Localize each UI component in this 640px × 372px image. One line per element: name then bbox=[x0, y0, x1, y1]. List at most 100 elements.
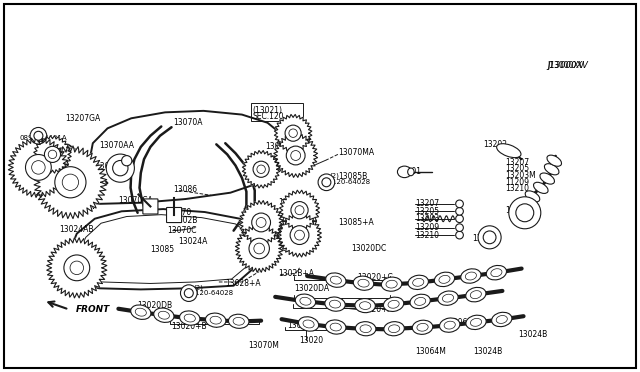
Polygon shape bbox=[8, 137, 68, 198]
Text: 13024B: 13024B bbox=[518, 330, 548, 339]
Ellipse shape bbox=[461, 269, 481, 283]
Bar bbox=[251, 103, 303, 122]
Ellipse shape bbox=[415, 298, 426, 305]
Ellipse shape bbox=[358, 279, 369, 287]
Circle shape bbox=[55, 167, 86, 198]
Text: 13020DC: 13020DC bbox=[351, 244, 386, 253]
Text: 13028+A: 13028+A bbox=[225, 279, 261, 288]
Ellipse shape bbox=[330, 300, 340, 308]
Ellipse shape bbox=[300, 297, 311, 305]
Text: 13024: 13024 bbox=[278, 198, 303, 207]
Ellipse shape bbox=[547, 155, 561, 166]
Text: 13086: 13086 bbox=[173, 185, 197, 194]
Polygon shape bbox=[274, 134, 317, 177]
Polygon shape bbox=[34, 146, 107, 219]
Text: 13085B: 13085B bbox=[338, 172, 367, 181]
Text: 13210: 13210 bbox=[415, 231, 439, 240]
Text: 13024AB: 13024AB bbox=[266, 155, 300, 164]
Text: J13000XV: J13000XV bbox=[547, 61, 588, 70]
Text: 13020: 13020 bbox=[300, 336, 324, 345]
Polygon shape bbox=[236, 225, 283, 272]
Ellipse shape bbox=[233, 317, 244, 325]
Circle shape bbox=[26, 154, 51, 180]
Ellipse shape bbox=[534, 182, 548, 193]
Circle shape bbox=[456, 231, 463, 239]
Text: 13070CA: 13070CA bbox=[118, 196, 153, 205]
Circle shape bbox=[30, 128, 47, 144]
Ellipse shape bbox=[466, 288, 486, 302]
Text: 08120-64028: 08120-64028 bbox=[323, 179, 371, 185]
Text: 13024AB: 13024AB bbox=[266, 142, 300, 151]
Text: 13024A: 13024A bbox=[178, 237, 207, 246]
Text: 13020+B: 13020+B bbox=[172, 322, 207, 331]
FancyBboxPatch shape bbox=[143, 199, 158, 214]
Ellipse shape bbox=[470, 291, 481, 299]
Text: 13024B: 13024B bbox=[474, 347, 503, 356]
Circle shape bbox=[122, 155, 132, 166]
Text: 13210: 13210 bbox=[506, 185, 529, 193]
Polygon shape bbox=[34, 136, 71, 173]
Ellipse shape bbox=[417, 323, 428, 331]
Text: 13020+C: 13020+C bbox=[357, 273, 393, 282]
Text: 13025: 13025 bbox=[268, 244, 292, 253]
Ellipse shape bbox=[154, 308, 174, 323]
Circle shape bbox=[478, 226, 501, 249]
Text: 13231: 13231 bbox=[506, 206, 529, 215]
Circle shape bbox=[291, 151, 301, 160]
Circle shape bbox=[516, 204, 534, 222]
Circle shape bbox=[31, 161, 45, 174]
Text: 13070M: 13070M bbox=[248, 341, 279, 350]
Text: 13064M: 13064M bbox=[448, 318, 479, 327]
Ellipse shape bbox=[397, 166, 412, 177]
Polygon shape bbox=[280, 190, 319, 230]
Text: 13024A: 13024A bbox=[268, 219, 297, 228]
Text: 08120-64028: 08120-64028 bbox=[187, 290, 234, 296]
Text: 13207: 13207 bbox=[415, 199, 439, 208]
Ellipse shape bbox=[326, 320, 346, 334]
Circle shape bbox=[184, 289, 193, 298]
Text: 08918-3401A: 08918-3401A bbox=[19, 135, 67, 141]
Ellipse shape bbox=[444, 321, 455, 329]
Ellipse shape bbox=[525, 191, 540, 202]
Ellipse shape bbox=[388, 325, 400, 333]
Circle shape bbox=[180, 285, 197, 301]
Polygon shape bbox=[278, 213, 321, 257]
Circle shape bbox=[34, 131, 43, 140]
Text: SEC.120: SEC.120 bbox=[253, 112, 284, 121]
Circle shape bbox=[290, 226, 309, 244]
Ellipse shape bbox=[131, 305, 151, 320]
Circle shape bbox=[286, 146, 305, 165]
Text: (13021): (13021) bbox=[253, 106, 283, 115]
Circle shape bbox=[254, 243, 264, 254]
Text: 1302B: 1302B bbox=[173, 216, 197, 225]
Ellipse shape bbox=[412, 320, 433, 334]
Circle shape bbox=[106, 154, 134, 182]
Ellipse shape bbox=[465, 272, 476, 280]
Circle shape bbox=[113, 160, 128, 176]
Text: 13024: 13024 bbox=[52, 267, 77, 276]
Ellipse shape bbox=[180, 311, 200, 325]
Text: 13064M: 13064M bbox=[415, 347, 445, 356]
Ellipse shape bbox=[184, 314, 195, 322]
Ellipse shape bbox=[295, 294, 316, 308]
Ellipse shape bbox=[303, 320, 314, 328]
Circle shape bbox=[295, 206, 304, 215]
Circle shape bbox=[322, 178, 331, 187]
Text: FRONT: FRONT bbox=[76, 305, 110, 314]
Ellipse shape bbox=[386, 280, 397, 288]
Circle shape bbox=[64, 255, 90, 281]
Text: 13207GA: 13207GA bbox=[65, 114, 100, 123]
Text: (2): (2) bbox=[193, 284, 203, 291]
Text: 13231: 13231 bbox=[472, 234, 496, 243]
Ellipse shape bbox=[384, 322, 404, 336]
Text: 13020DA: 13020DA bbox=[294, 284, 330, 293]
Text: 13205: 13205 bbox=[415, 207, 439, 216]
Ellipse shape bbox=[540, 173, 554, 184]
Ellipse shape bbox=[158, 311, 170, 319]
Ellipse shape bbox=[497, 144, 521, 158]
Circle shape bbox=[289, 129, 298, 137]
Circle shape bbox=[70, 261, 84, 275]
Circle shape bbox=[294, 230, 305, 240]
Text: 13070A: 13070A bbox=[173, 118, 202, 126]
Circle shape bbox=[253, 161, 269, 177]
